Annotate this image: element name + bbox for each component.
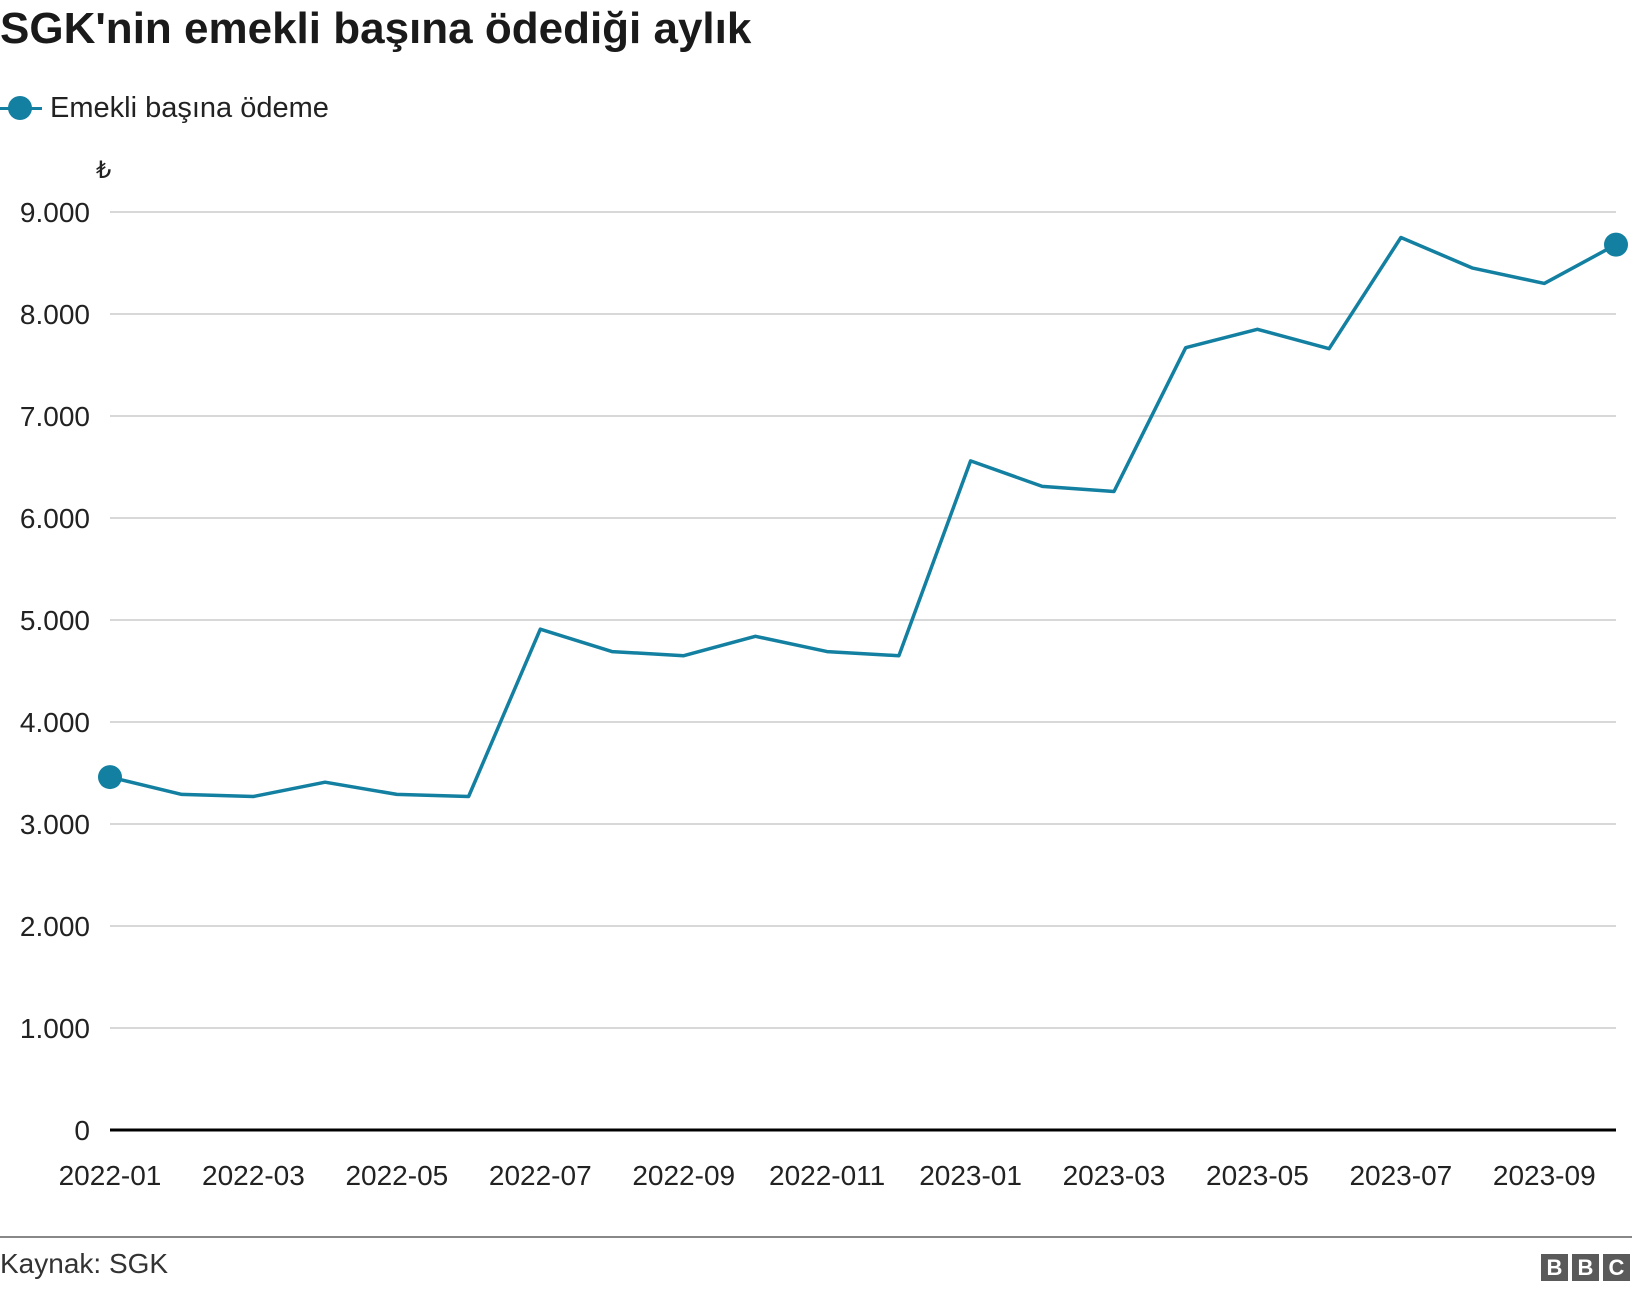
x-tick-label: 2022-011	[769, 1160, 885, 1191]
y-tick-label: 7.000	[20, 401, 90, 432]
x-tick-label: 2022-09	[632, 1160, 735, 1191]
y-tick-label: 3.000	[20, 809, 90, 840]
legend: Emekli başına ödeme	[0, 88, 329, 128]
x-tick-label: 2023-07	[1349, 1160, 1452, 1191]
x-tick-label: 2023-03	[1063, 1160, 1166, 1191]
chart-title: SGK'nin emekli başına ödediği aylık	[0, 4, 752, 53]
data-point	[1604, 232, 1628, 257]
y-tick-label: 5.000	[20, 605, 90, 636]
y-tick-label: 2.000	[20, 911, 90, 942]
x-tick-label: 2022-07	[489, 1160, 592, 1191]
y-tick-label: 4.000	[20, 707, 90, 738]
series-line	[109, 235, 1617, 799]
legend-label: Emekli başına ödeme	[50, 91, 329, 124]
x-tick-label: 2023-05	[1206, 1160, 1309, 1191]
y-tick-label: 8.000	[20, 299, 90, 330]
y-tick-label: 6.000	[20, 503, 90, 534]
logo-letter: C	[1603, 1254, 1630, 1281]
line-chart: ₺ 0 1.000 2.000 3.000 4.000 5.000 6.000 7.000 8.0…	[20, 157, 1628, 1191]
logo-letter: B	[1572, 1254, 1599, 1281]
y-tick-label: 0	[74, 1115, 90, 1146]
source-note: Kaynak: SGK	[0, 1248, 169, 1279]
data-point	[98, 765, 122, 790]
logo-letter: B	[1541, 1254, 1568, 1281]
x-tick-label: 2023-09	[1493, 1160, 1596, 1191]
legend-marker-icon	[0, 88, 42, 128]
x-tick-label: 2022-01	[59, 1160, 162, 1191]
y-tick-label: 9.000	[20, 197, 90, 228]
x-tick-label: 2023-01	[919, 1160, 1022, 1191]
y-axis-unit-label: ₺	[96, 157, 111, 184]
bbc-logo: B B C	[1541, 1254, 1630, 1281]
x-tick-label: 2022-03	[202, 1160, 305, 1191]
y-tick-label: 1.000	[20, 1013, 90, 1044]
x-tick-label: 2022-05	[345, 1160, 448, 1191]
footer-divider	[0, 1236, 1632, 1238]
